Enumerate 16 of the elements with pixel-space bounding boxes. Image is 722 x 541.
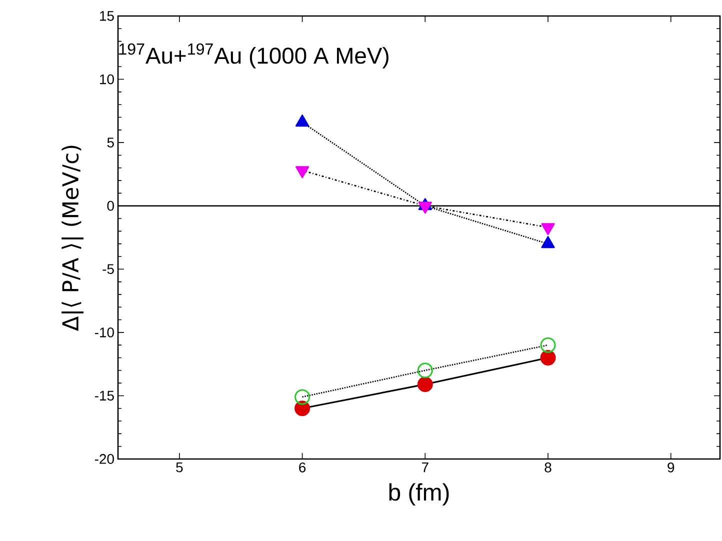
y-tick-label: 10 [100, 74, 114, 84]
y-tick-label: -10 [94, 327, 114, 338]
annotation: $^{197}$Au+$^{197}$Au (1000 A MeV) [119, 43, 388, 68]
y-tick-label: -20 [94, 454, 114, 464]
y-tick-label: 0 [107, 200, 114, 211]
y-tick-label: -15 [94, 390, 114, 401]
y-tick-label: 15 [100, 11, 114, 21]
x-tick-label: 8 [544, 462, 552, 472]
y-axis-title: Δ|⟨ P/A ⟩| (MeV/c) [62, 146, 84, 331]
y-tick-label: 5 [107, 138, 114, 148]
y-tick-label: -5 [102, 264, 114, 274]
x-axis-title: b (fm) [389, 483, 449, 506]
x-tick-label: 6 [299, 462, 306, 472]
x-tick-label: 7 [422, 462, 428, 472]
x-tick-label: 5 [176, 462, 183, 472]
x-tick-label: 9 [668, 462, 674, 472]
